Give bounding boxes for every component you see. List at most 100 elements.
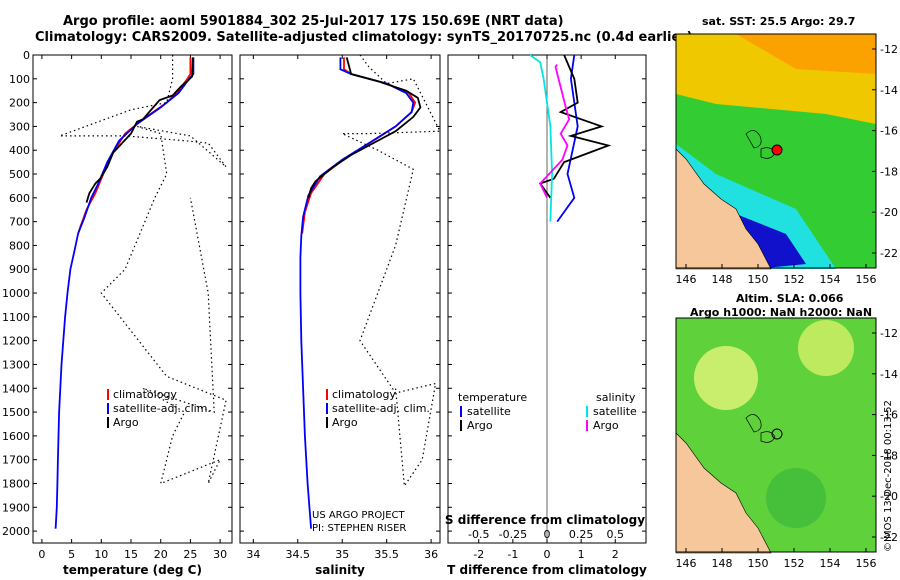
legend-label: satellite xyxy=(467,405,511,418)
title-line-1: Argo profile: aoml 5901884_302 25-Jul-20… xyxy=(63,14,564,29)
x-tick-label: 34.5 xyxy=(286,548,311,561)
legend-title: temperature xyxy=(458,391,527,404)
x-axis-label: T difference from climatology xyxy=(447,563,647,577)
y-tick-label: 1700 xyxy=(2,454,30,467)
x-tick-label: 34 xyxy=(246,548,260,561)
x-tick-label: 25 xyxy=(183,548,197,561)
y-tick-label: 500 xyxy=(9,168,30,181)
map-frame xyxy=(675,33,877,269)
map-y-tick-label: -16 xyxy=(880,125,898,138)
legend-label: Argo xyxy=(467,419,493,432)
y-tick-label: 1800 xyxy=(2,477,30,490)
series-line-t-argo xyxy=(538,54,612,199)
y-tick-label: 2000 xyxy=(2,525,30,538)
x-tick-label: -2 xyxy=(473,548,484,561)
map-x-tick-label: 150 xyxy=(748,557,769,570)
x-tick-label: 1 xyxy=(578,548,585,561)
y-tick-label: 1900 xyxy=(2,501,30,514)
map-x-tick-label: 148 xyxy=(712,273,733,286)
sla-map-title: Altim. SLA: 0.066 xyxy=(736,292,844,305)
s-tick-label: -0.5 xyxy=(468,528,489,541)
series-line-s-satellite xyxy=(529,54,554,222)
panel-frame-temperature xyxy=(32,54,233,544)
y-tick-label: 1100 xyxy=(2,311,30,324)
series-line-s-argo xyxy=(539,63,571,199)
x-axis-label: temperature (deg C) xyxy=(63,563,202,577)
s-tick-label: 0 xyxy=(544,528,551,541)
series-line-argo xyxy=(307,57,422,199)
map-y-tick-label: -12 xyxy=(880,327,898,340)
land-mass xyxy=(675,432,772,554)
series-line-argo-bad xyxy=(59,55,227,485)
hot-region xyxy=(736,34,876,74)
map-y-tick-label: -14 xyxy=(880,84,898,97)
x-axis-label: salinity xyxy=(315,563,365,577)
series-line-t-satellite xyxy=(556,54,579,223)
s-tick-label: 0.5 xyxy=(607,528,625,541)
project-credit: US ARGO PROJECT xyxy=(312,510,406,521)
x-tick-label: 15 xyxy=(124,548,138,561)
high-sla-blob xyxy=(798,320,854,376)
x-tick-label: -1 xyxy=(507,548,518,561)
map-y-tick-label: -22 xyxy=(880,531,898,544)
map-x-tick-label: 154 xyxy=(820,557,841,570)
x-tick-label: 5 xyxy=(68,548,75,561)
map-x-tick-label: 150 xyxy=(748,273,769,286)
map-x-tick-label: 152 xyxy=(784,273,805,286)
x-tick-label: 35 xyxy=(335,548,349,561)
map-x-tick-label: 148 xyxy=(712,557,733,570)
y-tick-label: 1000 xyxy=(2,287,30,300)
panel-frame-salinity xyxy=(239,54,441,544)
project-credit: PI: STEPHEN RISER xyxy=(312,523,406,534)
legend-label: satellite-adj. clim. xyxy=(113,402,211,415)
series-line-climatology xyxy=(77,57,192,234)
series-line-argo xyxy=(85,57,194,203)
map-x-tick-label: 152 xyxy=(784,557,805,570)
title-line-2: Climatology: CARS2009. Satellite-adjuste… xyxy=(35,30,693,45)
legend-title: salinity xyxy=(596,391,636,404)
legend-label: climatology xyxy=(113,388,177,401)
y-tick-label: 100 xyxy=(9,73,30,86)
sst-map: 146 148 150 152 154 156 -12 -14 -16 -18 -20 -22 xyxy=(675,33,898,286)
series-line-satellite-adj-clim- xyxy=(299,57,415,529)
map-x-tick-label: 156 xyxy=(856,557,877,570)
map-x-tick-label: 146 xyxy=(676,557,697,570)
y-tick-label: 800 xyxy=(9,239,30,252)
legend-label: climatology xyxy=(332,388,396,401)
y-tick-label: 600 xyxy=(9,192,30,205)
map-x-tick-label: 156 xyxy=(856,273,877,286)
x-tick-label: 0 xyxy=(544,548,551,561)
s-axis-label: S difference from climatology xyxy=(445,513,645,527)
land-mass xyxy=(675,148,772,270)
high-sla-blob xyxy=(694,346,758,410)
legend-label: Argo xyxy=(113,416,139,429)
legend-label: satellite-adj. clim. xyxy=(332,402,430,415)
x-tick-label: 35.5 xyxy=(374,548,399,561)
argo-location-marker xyxy=(771,144,783,156)
map-x-tick-label: 146 xyxy=(676,273,697,286)
map-y-tick-label: -20 xyxy=(880,206,898,219)
map-y-tick-label: -18 xyxy=(880,449,898,462)
map-frame xyxy=(675,317,877,553)
s-tick-label: -0.25 xyxy=(499,528,527,541)
y-tick-label: 0 xyxy=(23,49,30,62)
legend-label: Argo xyxy=(332,416,358,429)
map-y-tick-label: -16 xyxy=(880,409,898,422)
map-y-tick-label: -22 xyxy=(880,247,898,260)
y-tick-label: 400 xyxy=(9,144,30,157)
y-tick-label: 1300 xyxy=(2,358,30,371)
x-tick-label: 2 xyxy=(612,548,619,561)
map-x-tick-label: 154 xyxy=(820,273,841,286)
map-y-tick-label: -18 xyxy=(880,165,898,178)
reef-contour xyxy=(745,414,776,443)
legend-label: Argo xyxy=(593,419,619,432)
y-tick-label: 700 xyxy=(9,216,30,229)
sst-map-title: sat. SST: 25.5 Argo: 29.7 xyxy=(702,15,856,28)
y-tick-label: 1600 xyxy=(2,430,30,443)
map-y-tick-label: -12 xyxy=(880,43,898,56)
y-tick-label: 1200 xyxy=(2,335,30,348)
s-tick-label: 0.25 xyxy=(569,528,594,541)
sla-map: 146 148 150 152 154 156 -12 -14 -16 -18 -20 -22 xyxy=(675,317,898,570)
y-tick-label: 900 xyxy=(9,263,30,276)
